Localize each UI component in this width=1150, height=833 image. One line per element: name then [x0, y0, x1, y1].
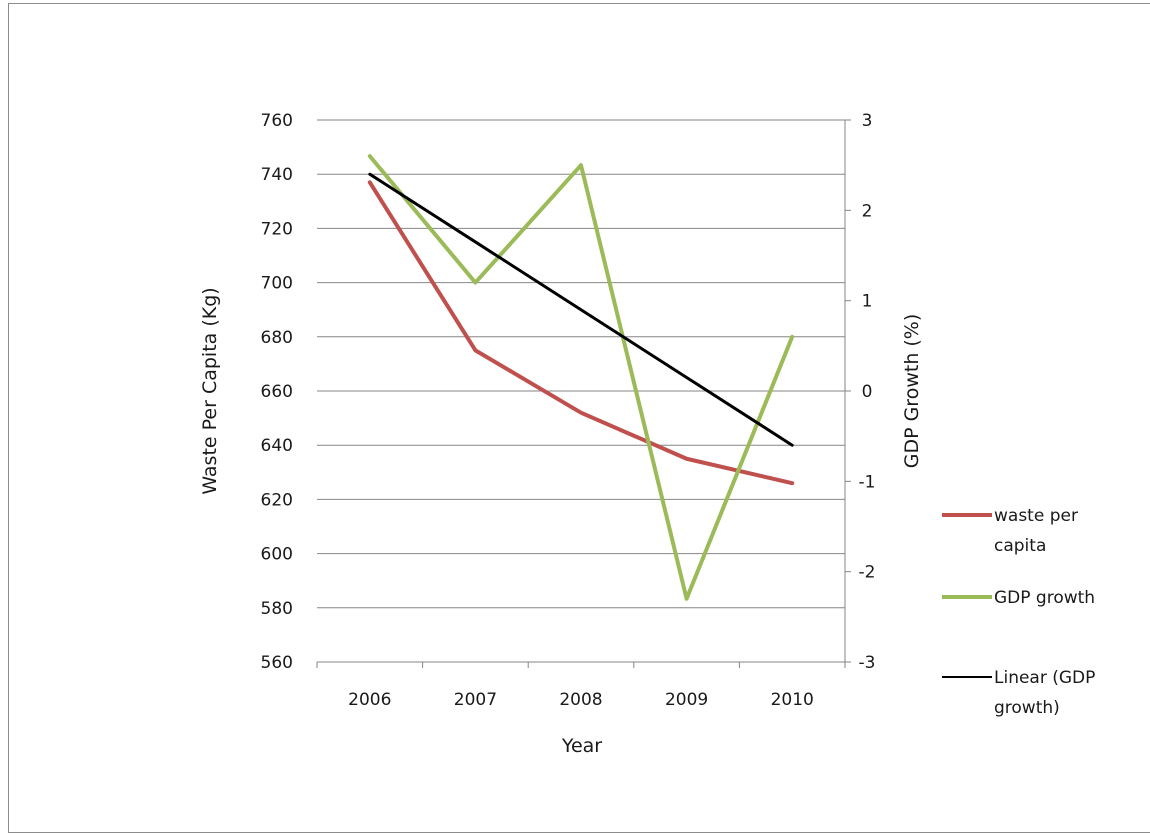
axes [317, 119, 851, 663]
legend-label-linear-line2: growth) [994, 698, 1060, 718]
x-tick-label: 2007 [454, 690, 497, 710]
x-tick-marks [316, 662, 846, 668]
legend-label-waste-line1: waste per [994, 506, 1078, 526]
series-lines [367, 154, 795, 601]
x-tick-label: 2009 [665, 690, 708, 710]
y2-tick-label: 3 [862, 111, 873, 131]
legend-label-waste-line2: capita [994, 536, 1046, 556]
gdp-growth-line [367, 154, 795, 601]
y-tick-label: 720 [261, 219, 293, 239]
legend-label-gdp: GDP growth [994, 588, 1095, 608]
y2-tick-labels: 3 2 1 0 -1 -2 -3 [859, 111, 876, 673]
x-tick-labels: 2006 2007 2008 2009 2010 [348, 690, 814, 710]
x-axis-title: Year [561, 735, 602, 757]
gridlines [317, 119, 845, 663]
x-tick-label: 2008 [559, 690, 602, 710]
waste-per-capita-line [367, 180, 795, 486]
y-tick-label: 660 [261, 382, 293, 402]
y2-tick-label: 1 [862, 292, 873, 312]
legend-label-linear-line1: Linear (GDP [994, 668, 1095, 688]
x-tick-label: 2010 [771, 690, 814, 710]
y2-tick-label: 0 [862, 382, 873, 402]
y2-axis-title: GDP Growth (%) [901, 314, 923, 469]
y2-tick-label: -3 [859, 653, 876, 673]
y-tick-label: 580 [261, 599, 293, 619]
y2-tick-label: 2 [862, 201, 873, 221]
y-tick-labels: 760 740 720 700 680 660 640 620 600 580 560 [261, 111, 293, 673]
gdp-trendline [368, 172, 794, 447]
y2-tick-label: -2 [859, 563, 876, 583]
y-tick-label: 760 [261, 111, 293, 131]
y-tick-label: 740 [261, 165, 293, 185]
y-tick-label: 560 [261, 653, 293, 673]
legend: waste per capita GDP growth Linear (GDP … [942, 506, 1095, 718]
y-tick-label: 640 [261, 436, 293, 456]
y-tick-label: 600 [261, 545, 293, 565]
chart-frame [8, 3, 1150, 833]
y-tick-label: 680 [261, 328, 293, 348]
y-tick-label: 620 [261, 490, 293, 510]
x-tick-label: 2006 [348, 690, 391, 710]
y-axis-title: Waste Per Capita (Kg) [199, 287, 221, 494]
y-tick-label: 700 [261, 274, 293, 294]
y2-tick-label: -1 [859, 472, 876, 492]
